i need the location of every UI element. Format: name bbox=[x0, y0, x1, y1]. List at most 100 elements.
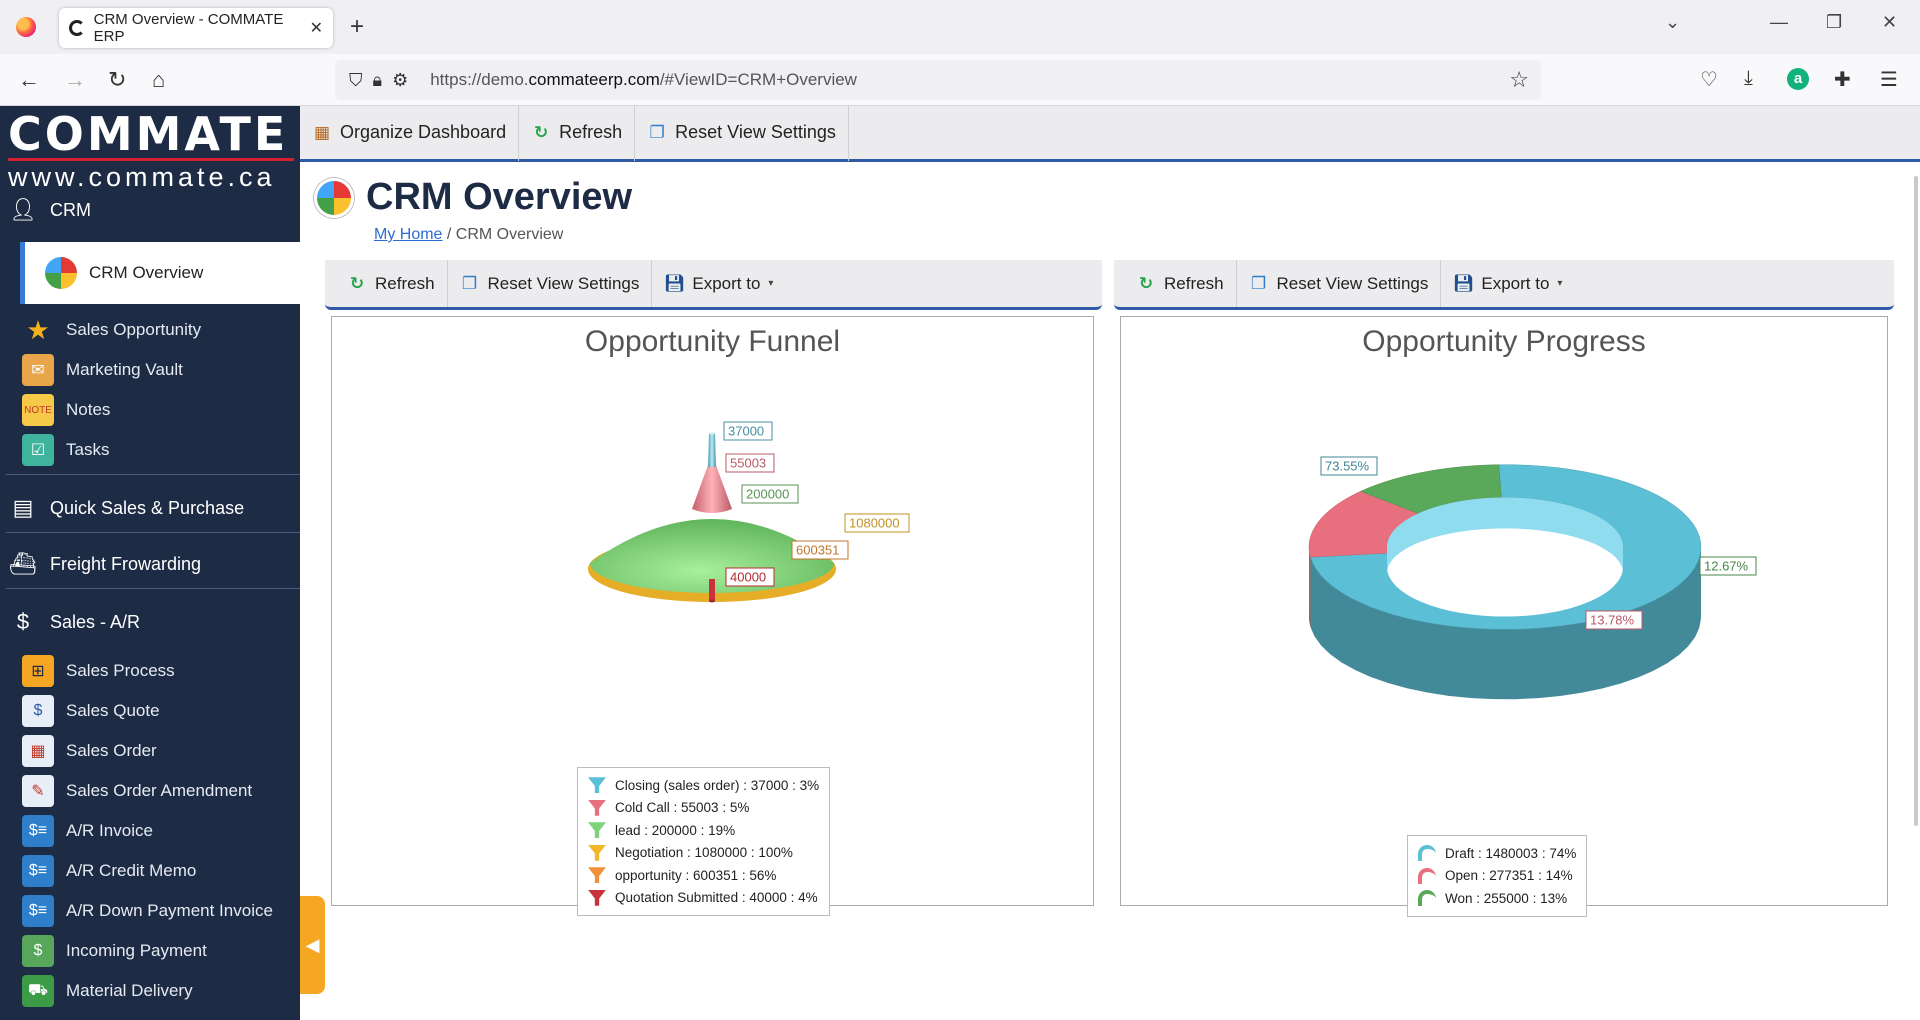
url-bar[interactable]: ⛉ 🔒︎ ⚙︎ https://demo.commateerp.com/#Vie… bbox=[335, 60, 1541, 100]
breadcrumb-home-link[interactable]: My Home bbox=[374, 226, 443, 243]
brand-logo[interactable]: COMMATE www.commate.ca bbox=[8, 110, 294, 193]
menu-icon[interactable]: ☰ bbox=[1880, 69, 1898, 91]
shield-icon[interactable]: ⛉ bbox=[349, 69, 363, 90]
legend-item[interactable]: Closing (sales order) : 37000 : 3% bbox=[588, 774, 819, 797]
credit-memo-icon: $≡ bbox=[22, 855, 54, 887]
funnel-segment-quotation[interactable] bbox=[709, 579, 715, 601]
amendment-icon: ✎ bbox=[22, 775, 54, 807]
sidebar-section-quick-sales[interactable]: ▤ Quick Sales & Purchase bbox=[0, 484, 300, 532]
legend-item[interactable]: opportunity : 600351 : 56% bbox=[588, 864, 819, 887]
gauge-icon bbox=[45, 257, 77, 289]
sidebar-item-sales-quote[interactable]: $ Sales Quote bbox=[0, 691, 300, 731]
svg-text:73.55%: 73.55% bbox=[1325, 459, 1370, 474]
lock-icon[interactable]: 🔒︎ bbox=[372, 69, 383, 90]
main-content: ▦ Organize Dashboard ↻ Refresh ❐ Reset V… bbox=[300, 104, 1920, 1020]
legend-item[interactable]: Quotation Submitted : 40000 : 4% bbox=[588, 887, 819, 910]
downloads-icon[interactable]: ⤓ bbox=[1744, 67, 1753, 89]
refresh-button[interactable]: ↻ Refresh bbox=[519, 104, 636, 161]
sidebar-item-label: A/R Invoice bbox=[66, 821, 153, 840]
sidebar-item-incoming-payment[interactable]: $ Incoming Payment bbox=[0, 931, 300, 971]
sidebar-item-sales-order-amendment[interactable]: ✎ Sales Order Amendment bbox=[0, 771, 300, 811]
funnel-swatch-icon bbox=[588, 867, 606, 884]
sidebar-item-ar-invoice[interactable]: $≡ A/R Invoice bbox=[0, 811, 300, 851]
reload-icon[interactable]: ↻ bbox=[108, 67, 127, 92]
legend-item[interactable]: Negotiation : 1080000 : 100% bbox=[588, 842, 819, 865]
sidebar-section-freight[interactable]: ⛴ Freight Frowarding bbox=[0, 540, 300, 588]
legend-item[interactable]: Won : 255000 : 13% bbox=[1418, 887, 1576, 910]
legend-item[interactable]: Cold Call : 55003 : 5% bbox=[588, 797, 819, 820]
reset-view-icon: ❐ bbox=[649, 122, 665, 142]
tab-close-icon[interactable]: ✕ bbox=[309, 20, 323, 37]
forward-icon[interactable]: → bbox=[64, 67, 86, 92]
tab-title: CRM Overview - COMMATE ERP bbox=[93, 11, 284, 45]
process-icon: ⊞ bbox=[22, 655, 54, 687]
sidebar-item-notes[interactable]: NOTE Notes bbox=[0, 390, 300, 430]
dropdown-caret-icon: ▾ bbox=[768, 278, 774, 289]
panel-reset-view-button[interactable]: ❐ Reset View Settings bbox=[448, 260, 653, 307]
new-tab-icon[interactable]: + bbox=[350, 13, 365, 40]
funnel-stem-tip bbox=[709, 599, 715, 603]
svg-text:55003: 55003 bbox=[730, 456, 766, 471]
minimize-icon[interactable]: — bbox=[1770, 12, 1788, 32]
sidebar-item-marketing-vault[interactable]: ✉ Marketing Vault bbox=[0, 350, 300, 390]
down-payment-icon: $≡ bbox=[22, 895, 54, 927]
funnel-segment-closing[interactable] bbox=[708, 433, 716, 467]
bookmark-star-icon[interactable]: ☆ bbox=[1509, 67, 1529, 92]
sidebar-divider bbox=[6, 588, 300, 589]
button-label: Refresh bbox=[375, 273, 435, 293]
extensions-icon[interactable]: ✚ bbox=[1834, 69, 1851, 91]
data-label-open: 13.78% bbox=[1585, 610, 1643, 630]
donut-slice-won[interactable] bbox=[1360, 464, 1502, 514]
legend-label: Cold Call : 55003 : 5% bbox=[615, 800, 750, 816]
sidebar-item-sales-process[interactable]: ⊞ Sales Process bbox=[0, 651, 300, 691]
sidebar-collapse-icon[interactable]: ◀ bbox=[300, 896, 325, 994]
panel-export-button[interactable]: 💾︎ Export to ▾ bbox=[1441, 260, 1574, 307]
organize-dashboard-button[interactable]: ▦ Organize Dashboard bbox=[300, 104, 520, 161]
sidebar-item-ar-credit-memo[interactable]: $≡ A/R Credit Memo bbox=[0, 851, 300, 891]
panel-export-button[interactable]: 💾︎ Export to ▾ bbox=[652, 260, 785, 307]
legend-item[interactable]: lead : 200000 : 19% bbox=[588, 819, 819, 842]
sidebar-section-sales-ar[interactable]: $ Sales - A/R bbox=[0, 596, 300, 648]
organize-icon: ▦ bbox=[313, 122, 331, 142]
dashboard-toolbar: ▦ Organize Dashboard ↻ Refresh ❐ Reset V… bbox=[300, 104, 1920, 162]
funnel-segment-cold-call[interactable] bbox=[692, 465, 732, 513]
list-tabs-icon[interactable]: ⌄ bbox=[1665, 12, 1681, 32]
donut-wall-open[interactable] bbox=[1309, 544, 1311, 628]
sidebar-item-crm-overview[interactable]: CRM Overview bbox=[20, 242, 300, 304]
reset-view-settings-button[interactable]: ❐ Reset View Settings bbox=[635, 104, 849, 161]
panel-refresh-button[interactable]: ↻ Refresh bbox=[325, 260, 448, 307]
sidebar-item-tasks[interactable]: ☑ Tasks bbox=[0, 430, 300, 470]
panel-reset-view-button[interactable]: ❐ Reset View Settings bbox=[1237, 260, 1442, 307]
pocket-icon[interactable]: ♡ bbox=[1700, 69, 1718, 91]
url-text[interactable]: https://demo.commateerp.com/#ViewID=CRM+… bbox=[430, 70, 857, 89]
donut-wall-draft[interactable] bbox=[1310, 548, 1701, 700]
sidebar-section-crm[interactable]: 👤︎ CRM bbox=[0, 190, 300, 230]
sidebar-item-sales-opportunity[interactable]: ★ Sales Opportunity bbox=[0, 310, 300, 350]
window-close-icon[interactable]: ✕ bbox=[1882, 12, 1898, 32]
permissions-icon[interactable]: ⚙︎ bbox=[392, 69, 409, 90]
back-icon[interactable]: ← bbox=[18, 67, 40, 92]
panel-refresh-button[interactable]: ↻ Refresh bbox=[1114, 260, 1237, 307]
page-scrollbar[interactable] bbox=[1914, 176, 1918, 826]
button-label: Export to bbox=[692, 273, 761, 293]
restore-icon[interactable]: ❐ bbox=[1826, 12, 1843, 32]
legend-item[interactable]: Draft : 1480003 : 74% bbox=[1418, 842, 1576, 865]
sidebar-item-material-delivery[interactable]: ⛟ Material Delivery bbox=[0, 971, 300, 1011]
button-label: Reset View Settings bbox=[487, 273, 640, 293]
dropdown-caret-icon: ▾ bbox=[1557, 278, 1563, 289]
sidebar-item-sales-order[interactable]: ▦ Sales Order bbox=[0, 731, 300, 771]
sidebar-item-ar-down-payment[interactable]: $≡ A/R Down Payment Invoice bbox=[0, 891, 300, 931]
refresh-icon: ↻ bbox=[1138, 273, 1154, 293]
legend-item[interactable]: Open : 277351 : 14% bbox=[1418, 865, 1576, 888]
account-icon[interactable]: a bbox=[1787, 68, 1809, 90]
funnel-spout-top bbox=[709, 431, 715, 435]
truck-icon: ⛟ bbox=[22, 975, 54, 1007]
note-icon: NOTE bbox=[22, 394, 54, 426]
browser-tab[interactable]: CRM Overview - COMMATE ERP ✕ bbox=[59, 8, 333, 48]
opportunity-funnel-panel: ↻ Refresh ❐ Reset View Settings 💾︎ Expor… bbox=[325, 260, 1102, 916]
logo-website: www.commate.ca bbox=[8, 162, 276, 192]
sidebar-section-label: CRM bbox=[50, 199, 91, 220]
home-icon[interactable]: ⌂ bbox=[152, 67, 166, 92]
sidebar-item-label: Sales Opportunity bbox=[66, 320, 202, 339]
sidebar-item-label: A/R Down Payment Invoice bbox=[66, 901, 273, 920]
